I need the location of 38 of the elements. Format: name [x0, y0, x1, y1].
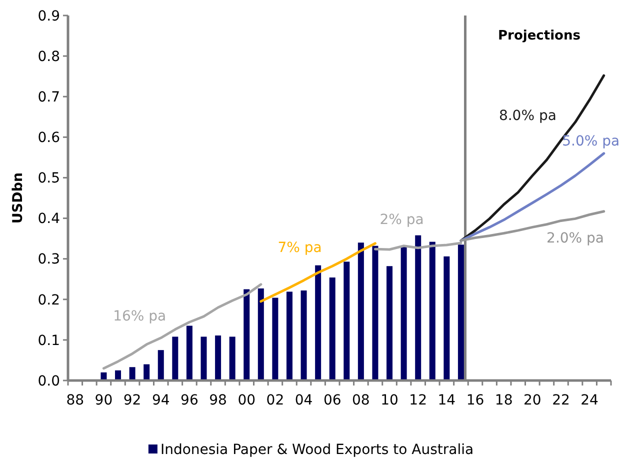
- x-tick-label: 14: [438, 392, 456, 408]
- y-tick-label: 0.4: [38, 211, 60, 228]
- y-tick-label: 0.3: [38, 252, 60, 268]
- x-tick-label: 06: [323, 392, 342, 408]
- y-axis-title: USDbn: [10, 172, 26, 224]
- x-tick-label: 24: [580, 392, 599, 408]
- x-tick-label: 02: [266, 392, 284, 408]
- y-tick-label: 0.0: [38, 373, 60, 390]
- x-tick-label: 20: [523, 392, 542, 408]
- series-label: 16% pa: [113, 308, 166, 324]
- series-label: 5.0% pa: [562, 133, 620, 150]
- x-tick-label: 10: [380, 392, 398, 408]
- x-tick-label: 04: [294, 392, 313, 408]
- series-label: 8.0% pa: [498, 108, 556, 124]
- x-tick-label: 96: [180, 392, 198, 408]
- x-tick-label: 00: [238, 392, 256, 408]
- y-tick-label: 0.7: [38, 90, 60, 106]
- y-tick-label: 0.8: [38, 48, 60, 65]
- y-tick-label: 0.1: [38, 332, 60, 349]
- y-tick-label: 0.9: [38, 8, 60, 24]
- x-tick-label: 16: [466, 392, 484, 408]
- x-tick-label: 88: [66, 392, 84, 408]
- series-label: 2% pa: [380, 212, 424, 228]
- y-tick-label: 0.2: [38, 292, 60, 308]
- series-label: 2.0% pa: [546, 230, 604, 247]
- y-tick-label: 0.5: [38, 170, 60, 187]
- x-tick-label: 94: [152, 392, 170, 408]
- x-tick-label: 12: [409, 392, 428, 408]
- legend-label: Indonesia Paper & Wood Exports to Australia: [160, 442, 474, 458]
- x-tick-label: 98: [209, 392, 227, 408]
- x-tick-label: 08: [352, 392, 370, 408]
- series-label: 7% pa: [278, 240, 322, 256]
- x-tick-label: 18: [494, 392, 513, 408]
- x-tick-label: 90: [94, 392, 113, 408]
- x-tick-label: 92: [123, 392, 142, 408]
- y-tick-label: 0.6: [38, 130, 60, 146]
- x-tick-label: 22: [552, 392, 570, 408]
- ref-line-label: Projections: [498, 28, 581, 44]
